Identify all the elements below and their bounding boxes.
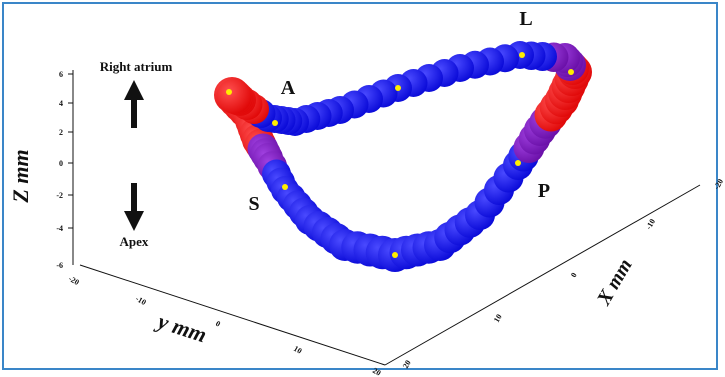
y-tick-label: -10 — [134, 294, 148, 307]
figure-border — [2, 2, 718, 370]
y-axis-line — [79, 264, 386, 366]
point-label-a: A — [281, 77, 296, 99]
z-tick-label: 6 — [59, 70, 63, 79]
x-tick-label: 0 — [569, 271, 579, 279]
x-tick-label: 10 — [492, 313, 504, 324]
landmark-marker — [226, 89, 232, 95]
x-ticks: 20 10 0 -10 -20 — [401, 177, 725, 370]
right-atrium-label: Right atrium — [100, 59, 173, 74]
apex-label: Apex — [120, 234, 149, 249]
x-axis-line — [384, 184, 701, 366]
point-label-p: P — [538, 180, 550, 202]
y-tick-label: 10 — [292, 344, 303, 356]
up-arrow-icon — [124, 80, 144, 128]
ring-sphere — [216, 78, 252, 114]
down-arrow-icon — [124, 183, 144, 231]
landmark-marker — [272, 120, 278, 126]
y-axis-title: y mm — [152, 307, 210, 347]
landmark-marker — [282, 184, 288, 190]
annulus-ring — [214, 41, 592, 272]
landmark-markers — [226, 52, 574, 258]
y-tick-label: 20 — [371, 366, 382, 377]
landmark-marker — [395, 85, 401, 91]
y-tick-label: 0 — [214, 319, 222, 329]
y-tick-label: -20 — [67, 274, 81, 287]
z-tick-label: -2 — [56, 191, 63, 200]
z-tick-label: -6 — [56, 261, 63, 270]
point-label-l: L — [519, 8, 532, 30]
x-tick-label: -20 — [712, 177, 725, 191]
y-ticks: -20 -10 0 10 20 — [67, 274, 382, 377]
z-tick-label: 0 — [59, 159, 63, 168]
z-tick-label: 4 — [59, 99, 63, 108]
z-tick-label: 2 — [59, 128, 63, 137]
z-tick-label: -4 — [56, 224, 63, 233]
x-tick-label: 20 — [401, 359, 413, 370]
x-tick-label: -10 — [644, 217, 657, 231]
landmark-marker — [519, 52, 525, 58]
landmark-marker — [515, 160, 521, 166]
z-ticks: 6 4 2 0 -2 -4 -6 — [56, 70, 73, 270]
landmark-marker — [568, 69, 574, 75]
x-axis-title: X mm — [592, 255, 636, 310]
z-axis-title: Z mm — [8, 149, 33, 203]
landmark-marker — [392, 252, 398, 258]
point-label-s: S — [248, 193, 259, 215]
